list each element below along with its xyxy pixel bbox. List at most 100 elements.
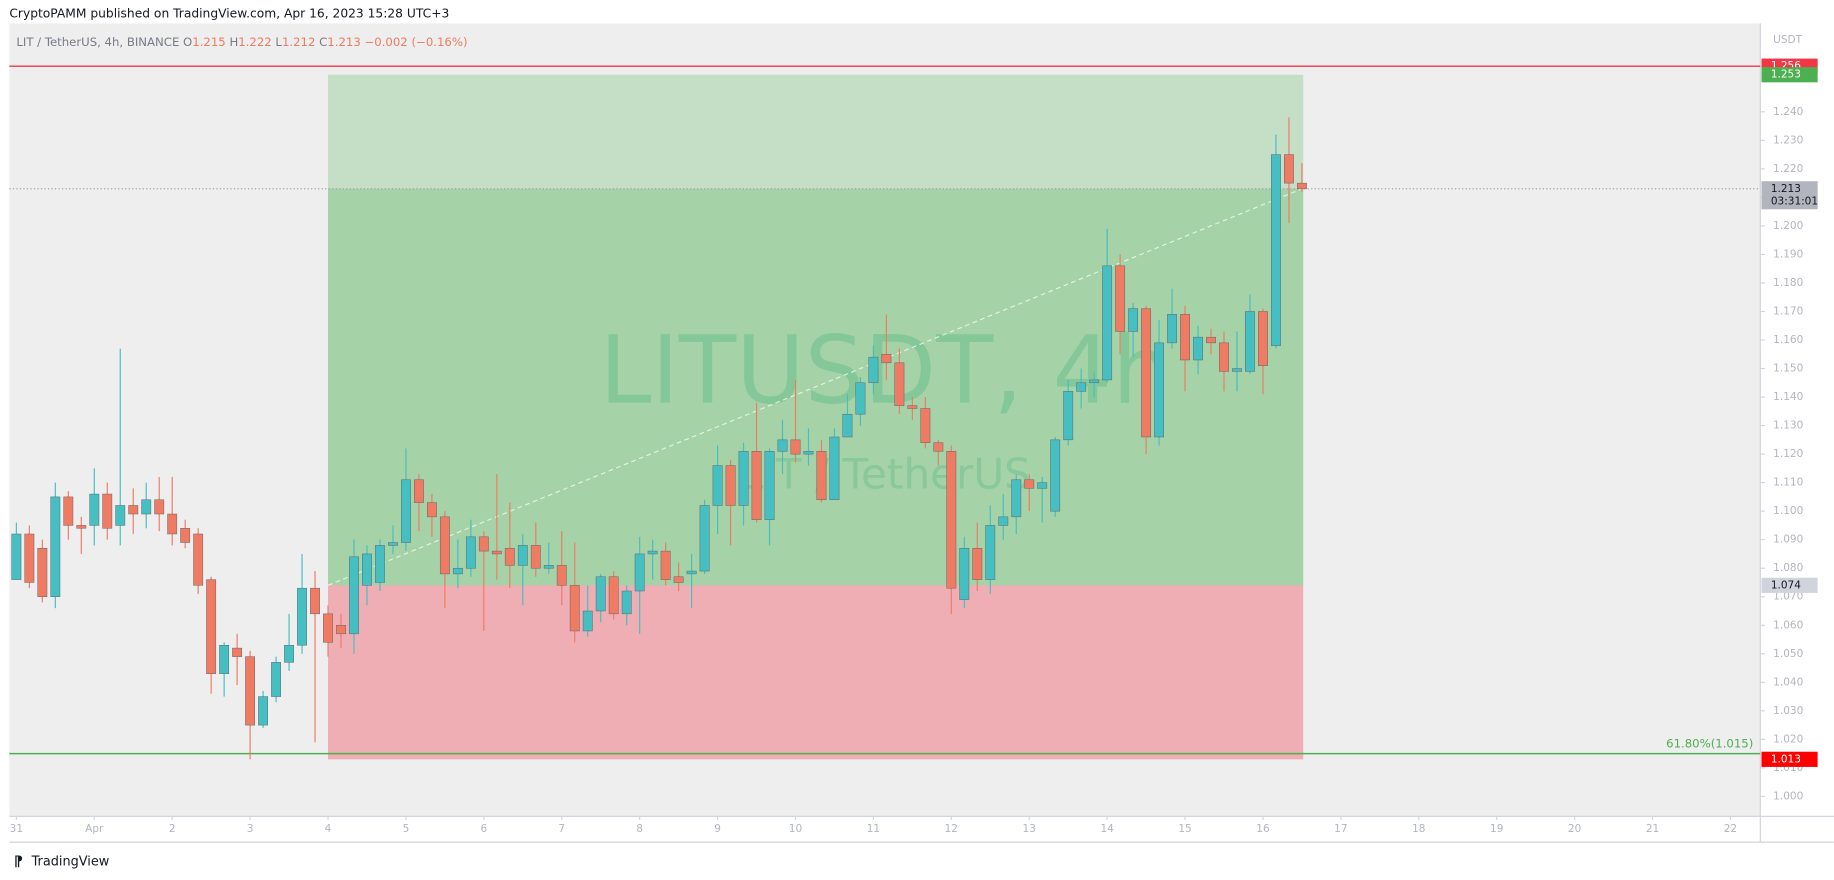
legend-item: 1.222 — [238, 35, 271, 49]
y-tick-label: 1.080 — [1773, 562, 1803, 574]
candle-body — [323, 613, 333, 643]
candle-body — [1037, 482, 1048, 489]
y-tick-label: 1.160 — [1773, 334, 1803, 346]
candle-body — [167, 513, 178, 535]
y-tick-label: 1.090 — [1773, 534, 1803, 546]
candle-body — [89, 493, 100, 526]
x-tick-label: 8 — [636, 823, 643, 835]
candle-body — [452, 567, 463, 575]
x-tick-label: 9 — [714, 823, 721, 835]
candle-body — [310, 587, 320, 615]
x-tick-label: 2 — [169, 823, 176, 835]
candle-body — [881, 354, 892, 364]
candle-body — [297, 587, 307, 646]
legend-key: L — [275, 35, 282, 49]
candle-body — [959, 548, 970, 600]
candle-body — [621, 590, 632, 615]
countdown: 03:31:01 — [1771, 196, 1818, 208]
x-tick-label: 16 — [1256, 823, 1270, 835]
x-tick-label: 4 — [325, 823, 332, 835]
candle-body — [1206, 336, 1216, 344]
price-tag — [1761, 751, 1818, 767]
candle-body — [1141, 308, 1152, 438]
candle-body — [24, 533, 35, 583]
legend-key: H — [229, 35, 238, 49]
candle-body — [1076, 382, 1087, 392]
x-tick-label: 22 — [1724, 823, 1737, 835]
y-tick-label: 1.060 — [1773, 619, 1803, 631]
candle-body — [1258, 311, 1268, 366]
candle-body — [219, 644, 230, 674]
legend-key: C — [319, 35, 327, 49]
plot-area — [9, 23, 1761, 817]
x-tick-label: 11 — [867, 823, 880, 835]
x-tick-label: 3 — [247, 823, 254, 835]
x-tick-label: 13 — [1023, 823, 1036, 835]
x-tick-label: 14 — [1100, 823, 1114, 835]
candle-body — [1245, 311, 1255, 372]
price-tag — [1761, 181, 1818, 210]
y-tick-label: 1.180 — [1773, 277, 1803, 289]
candle-body — [1011, 479, 1022, 518]
y-tick-label: 1.220 — [1773, 163, 1803, 175]
legend-item: 1.215 — [192, 35, 225, 49]
stop-zone — [328, 585, 1304, 760]
candle-body — [1284, 154, 1294, 184]
candle-body — [1180, 314, 1190, 361]
candle-body — [426, 502, 437, 518]
candle-body — [115, 505, 126, 526]
watermark: LITUSDT, 4h — [599, 316, 1171, 425]
candle-body — [686, 570, 697, 575]
x-tick-label: 21 — [1646, 823, 1659, 835]
price-tag-label: 1.253 — [1771, 69, 1801, 81]
candle-body — [1154, 342, 1164, 438]
candle-body — [141, 499, 152, 515]
y-tick-label: 1.110 — [1773, 477, 1803, 489]
legend-item: LIT / TetherUS, 4h, BINANCE — [16, 35, 179, 49]
candle-body — [193, 533, 204, 586]
candle-body — [1297, 182, 1307, 190]
x-tick-label: 5 — [403, 823, 410, 835]
candle-body — [946, 451, 957, 589]
legend-key: O — [183, 35, 192, 49]
candle-body — [1193, 336, 1203, 361]
candle-body — [894, 362, 905, 406]
y-tick-label: 1.050 — [1773, 648, 1803, 660]
candle-body — [76, 525, 87, 529]
candle-body — [375, 545, 385, 583]
candle-body — [349, 556, 359, 635]
candle-body — [362, 553, 372, 586]
candle-body — [180, 528, 191, 543]
candle-body — [271, 662, 281, 697]
candle-body — [803, 451, 814, 455]
candle-body — [582, 610, 593, 632]
x-tick-label: 20 — [1568, 823, 1581, 835]
price-tag — [1761, 577, 1818, 593]
legend-item: 1.213 — [327, 35, 360, 49]
candle-body — [478, 536, 489, 552]
candle-body — [245, 656, 256, 726]
candle-body — [790, 439, 801, 455]
candle-body — [660, 550, 671, 580]
price-tag — [1761, 67, 1818, 83]
candle-body — [401, 479, 411, 543]
candle-body — [907, 405, 918, 409]
candle-body — [530, 545, 541, 569]
y-tick-label: 1.010 — [1773, 762, 1803, 774]
y-tick-label: 1.030 — [1773, 705, 1803, 717]
y-tick-label: 1.150 — [1773, 363, 1803, 375]
footer: ⁋ TradingView — [14, 854, 109, 870]
candle-body — [543, 565, 554, 569]
candle-body — [284, 644, 294, 663]
candle-body — [154, 499, 165, 515]
candle-body — [816, 451, 827, 500]
y-tick-label: 1.000 — [1773, 790, 1803, 802]
price-tag-label: 1.074 — [1771, 579, 1801, 591]
candle-body — [985, 525, 996, 580]
candle-body — [556, 565, 567, 586]
x-tick-label: 19 — [1490, 823, 1503, 835]
candle-body — [128, 505, 139, 515]
price-tag-label: 1.013 — [1771, 753, 1801, 765]
candle-body — [699, 505, 710, 572]
